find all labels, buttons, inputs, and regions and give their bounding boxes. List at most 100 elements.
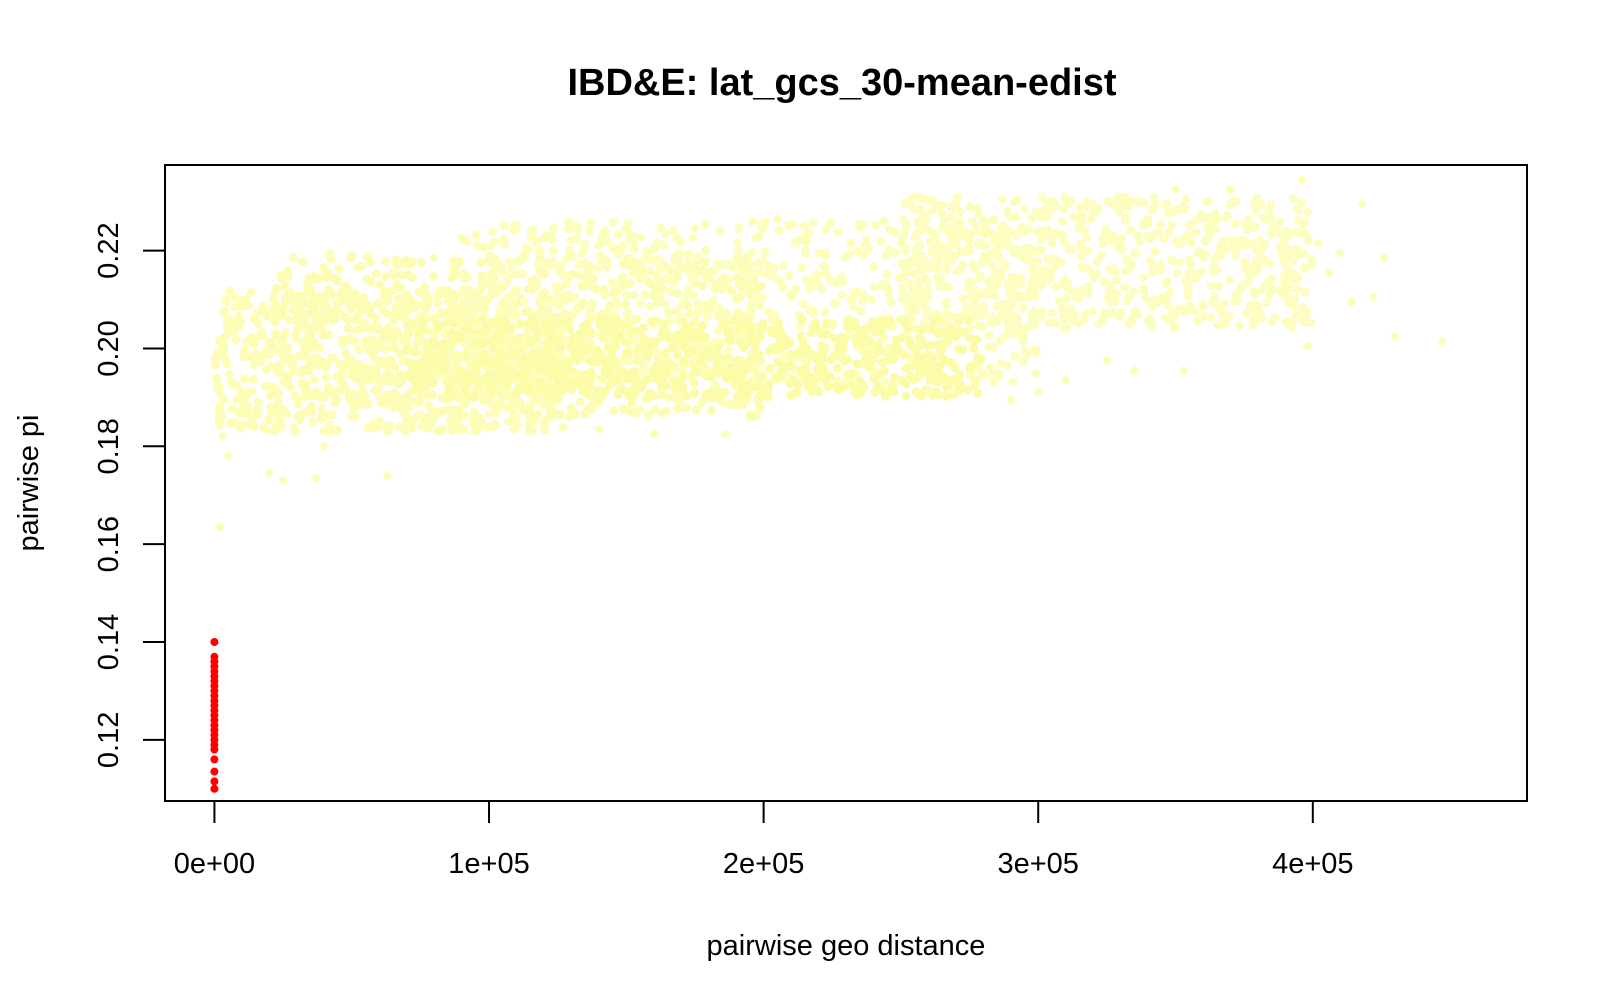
cloud-point [424, 364, 434, 374]
cloud-point [377, 376, 387, 386]
cloud-point [706, 405, 716, 415]
cloud-point [945, 357, 955, 367]
cloud-point [474, 294, 484, 304]
cloud-point [433, 298, 443, 308]
yellow-point [226, 322, 235, 331]
cloud-point [831, 298, 841, 308]
cloud-point [1091, 269, 1101, 279]
yellow-point [1380, 254, 1389, 262]
yellow-point [649, 430, 658, 439]
cloud-point [804, 284, 814, 294]
cloud-point [660, 330, 670, 340]
cloud-point [807, 275, 817, 285]
cloud-point [460, 291, 470, 301]
cloud-point [551, 389, 561, 399]
cloud-point [846, 238, 856, 248]
yellow-point [1240, 258, 1249, 267]
cloud-point [532, 238, 542, 247]
cloud-point [585, 218, 595, 228]
yellow-point [759, 376, 768, 385]
cloud-point [571, 377, 581, 387]
cloud-point [643, 410, 653, 420]
cloud-point [1005, 213, 1015, 223]
yellow-point [334, 386, 342, 394]
cloud-point [1114, 207, 1124, 216]
cloud-point [219, 395, 229, 405]
cloud-point [811, 318, 821, 328]
cloud-point [617, 242, 626, 252]
cloud-point [1251, 259, 1261, 269]
cloud-point [402, 414, 412, 424]
cloud-point [820, 248, 830, 258]
cloud-point [723, 353, 733, 363]
cloud-point [566, 405, 576, 415]
cloud-point [673, 404, 683, 414]
cloud-point [958, 327, 968, 337]
cloud-point [548, 364, 558, 374]
cloud-point [934, 390, 944, 400]
cloud-point [926, 340, 936, 350]
cloud-point [971, 264, 981, 274]
cloud-point [535, 376, 545, 386]
yellow-point [704, 366, 713, 375]
cloud-point [1190, 307, 1200, 317]
cloud-point [1214, 281, 1224, 291]
cloud-point [942, 300, 952, 310]
cloud-point [366, 325, 376, 334]
cloud-point [1043, 269, 1053, 279]
cloud-point [995, 253, 1005, 263]
cloud-point [613, 333, 623, 343]
cloud-point [363, 399, 373, 409]
scatter-points [210, 175, 1446, 793]
cloud-point [499, 221, 509, 231]
cloud-point [333, 426, 342, 435]
cloud-point [733, 238, 743, 248]
cloud-point [1131, 306, 1141, 316]
cloud-point [575, 338, 585, 348]
cloud-point [718, 310, 728, 320]
cloud-point [424, 400, 434, 410]
cloud-point [906, 197, 916, 207]
cloud-point [842, 322, 852, 332]
cloud-point [763, 385, 773, 395]
cloud-point [1006, 317, 1016, 327]
cloud-point [394, 293, 404, 303]
cloud-point [574, 260, 584, 270]
cloud-point [1165, 287, 1175, 297]
yellow-point [353, 263, 362, 272]
cloud-point [325, 420, 335, 430]
cloud-point [422, 291, 432, 301]
cloud-point [555, 410, 565, 420]
cloud-point [697, 265, 707, 275]
cloud-point [964, 315, 974, 325]
cloud-point [821, 377, 831, 387]
cloud-point [930, 258, 940, 268]
cloud-point [301, 391, 311, 401]
cloud-point [1058, 279, 1068, 289]
cloud-point [684, 248, 694, 258]
cloud-point [1265, 290, 1275, 299]
cloud-point [395, 422, 405, 432]
cloud-point [541, 257, 551, 267]
cloud-point [970, 380, 980, 390]
cloud-point [600, 226, 610, 236]
cloud-point [630, 334, 639, 344]
yellow-point [732, 254, 741, 262]
cloud-point [464, 285, 474, 295]
cloud-point [1017, 328, 1027, 338]
cloud-point [1213, 321, 1223, 331]
cloud-point [343, 323, 353, 333]
cloud-point [523, 305, 533, 315]
cloud-point [406, 295, 415, 305]
yellow-point [1358, 200, 1367, 209]
cloud-point [622, 348, 632, 358]
cloud-point [819, 261, 829, 271]
cloud-point [564, 272, 574, 282]
cloud-point [1298, 220, 1308, 230]
cloud-point [748, 297, 758, 307]
cloud-point [545, 411, 555, 421]
cloud-point [1221, 318, 1231, 328]
cloud-point [562, 317, 572, 327]
cloud-point [519, 367, 529, 377]
cloud-point [314, 274, 324, 284]
